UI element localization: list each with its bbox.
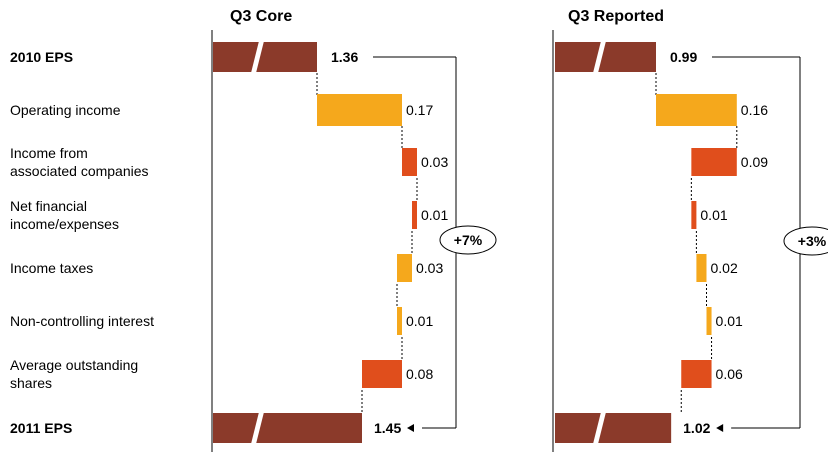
bar-value-label: 0.02: [711, 260, 738, 276]
change-badge: [783, 226, 828, 256]
panel-title-reported: Q3 Reported: [568, 8, 665, 25]
waterfall-bar: [691, 148, 737, 176]
waterfall-bar: [412, 201, 417, 229]
eps-end-bar: [555, 413, 672, 443]
panel-title-core: Q3 Core: [230, 8, 293, 25]
eps-start-value: 1.36: [331, 49, 358, 65]
eps-start-bar: [555, 42, 656, 72]
bar-value-label: 0.06: [716, 366, 743, 382]
waterfall-bar: [317, 94, 402, 126]
arrow-head: [407, 424, 414, 432]
waterfall-bar: [656, 94, 737, 126]
bar-value-label: 0.03: [416, 260, 443, 276]
axis-break-marker: [593, 41, 606, 73]
waterfall-bar: [706, 307, 712, 335]
bar-value-label: 0.01: [406, 313, 433, 329]
row-label: 2011 EPS: [10, 420, 73, 436]
waterfall-bar: [691, 201, 697, 229]
change-badge: [439, 225, 497, 255]
axis-break-marker: [593, 412, 606, 444]
row-label: Net financial income/expenses: [10, 198, 119, 232]
row-label: Average outstanding shares: [10, 357, 139, 391]
waterfall-bar: [397, 254, 412, 282]
row-label: Operating income: [10, 102, 121, 118]
change-badge-label: +3%: [798, 233, 827, 249]
waterfall-bar: [681, 360, 712, 388]
bar-value-label: 0.03: [421, 154, 448, 170]
waterfall-panel: 0.16 0.09 0.01 0.02 0.01 0.06 0.99 1.02 +3%: [552, 30, 828, 452]
bar-value-label: 0.01: [421, 207, 448, 223]
row-label: Income from associated companies: [10, 145, 149, 179]
bar-value-label: 0.17: [406, 102, 433, 118]
row-label: Non-controlling interest: [10, 313, 154, 329]
arrow-head: [716, 424, 724, 432]
row-label: Income taxes: [10, 260, 94, 276]
waterfall-panel: 0.17 0.03 0.01 0.03 0.01 0.08 1.36 1.45 +7%: [211, 30, 497, 452]
eps-start-value: 0.99: [670, 49, 697, 65]
row-label: 2010 EPS: [10, 49, 74, 65]
axis-break-marker: [251, 412, 264, 444]
bar-value-label: 0.01: [716, 313, 743, 329]
bar-value-label: 0.09: [741, 154, 768, 170]
axis-break-marker: [251, 41, 264, 73]
waterfall-bar: [696, 254, 707, 282]
bar-value-label: 0.08: [406, 366, 433, 382]
waterfall-bar: [402, 148, 417, 176]
bar-value-label: 0.01: [700, 207, 727, 223]
eps-end-value: 1.02: [683, 420, 710, 436]
eps-end-bar: [213, 413, 362, 443]
waterfall-bar: [362, 360, 402, 388]
change-badge-label: +7%: [454, 232, 483, 248]
eps-start-bar: [213, 42, 317, 72]
waterfall-bar: [397, 307, 402, 335]
bar-value-label: 0.16: [741, 102, 768, 118]
eps-end-value: 1.45: [374, 420, 401, 436]
